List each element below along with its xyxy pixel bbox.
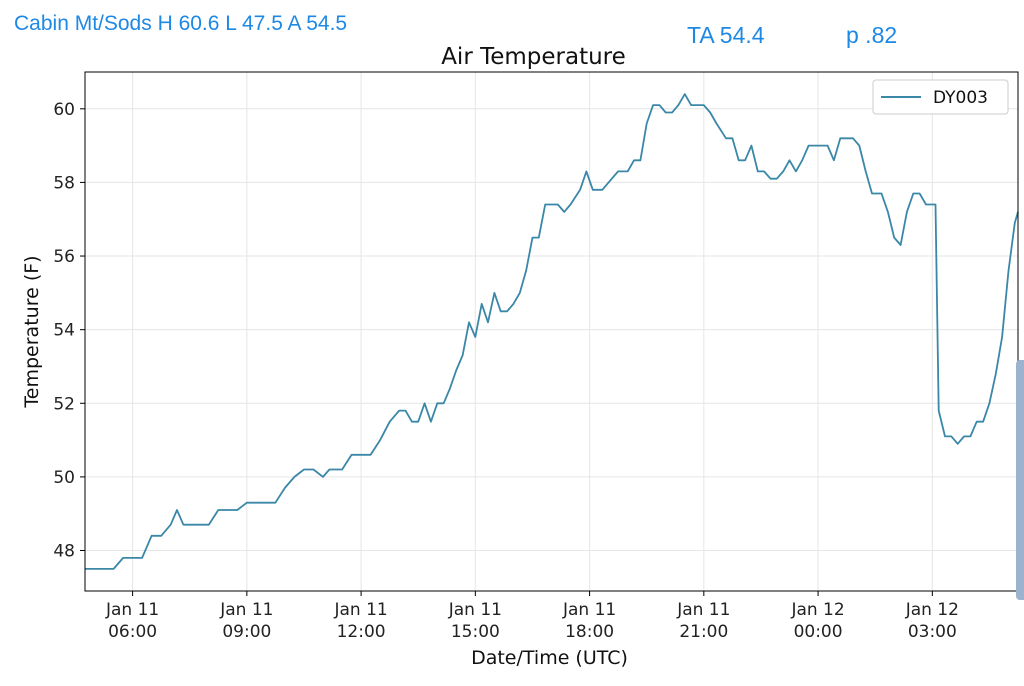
y-tick-label: 58 [53, 173, 75, 193]
scroll-handle[interactable] [1016, 360, 1024, 600]
ta-readout: TA 54.4 [687, 22, 765, 48]
x-tick-label-time: 18:00 [565, 622, 614, 642]
x-tick-label-date: Jan 11 [676, 600, 730, 620]
x-tick-label-date: Jan 12 [790, 600, 844, 620]
legend-label: DY003 [933, 88, 988, 108]
x-tick-label-time: 00:00 [794, 622, 843, 642]
y-tick-label: 60 [53, 100, 75, 120]
x-tick-label-date: Jan 11 [333, 600, 387, 620]
x-axis-label: Date/Time (UTC) [471, 647, 628, 669]
chart-title: Air Temperature [441, 44, 626, 70]
plot-frame [84, 71, 1019, 592]
x-tick-label-time: 12:00 [337, 622, 386, 642]
y-tick-label: 52 [53, 394, 75, 414]
legend-box [872, 79, 1009, 115]
x-tick-label-time: 09:00 [222, 622, 271, 642]
x-tick-label-date: Jan 11 [219, 600, 273, 620]
x-tick-label-time: 21:00 [679, 622, 728, 642]
y-tick-label: 56 [53, 247, 75, 267]
x-tick-label-time: 15:00 [451, 622, 500, 642]
y-tick-label: 54 [53, 321, 75, 341]
y-tick-label: 48 [53, 542, 75, 562]
x-tick-label-time: 03:00 [908, 622, 957, 642]
station-summary: Cabin Mt/Sods H 60.6 L 47.5 A 54.5 [14, 12, 348, 35]
x-tick-label-date: Jan 11 [562, 600, 616, 620]
y-tick-label: 50 [53, 468, 75, 488]
series-line-dy003 [85, 93, 1019, 570]
y-axis-label: Temperature (F) [21, 255, 43, 408]
x-tick-label-time: 06:00 [108, 622, 157, 642]
x-tick-label-date: Jan 11 [105, 600, 159, 620]
x-tick-label-date: Jan 12 [905, 600, 959, 620]
x-tick-label-date: Jan 11 [448, 600, 502, 620]
p-readout: p .82 [846, 22, 898, 48]
